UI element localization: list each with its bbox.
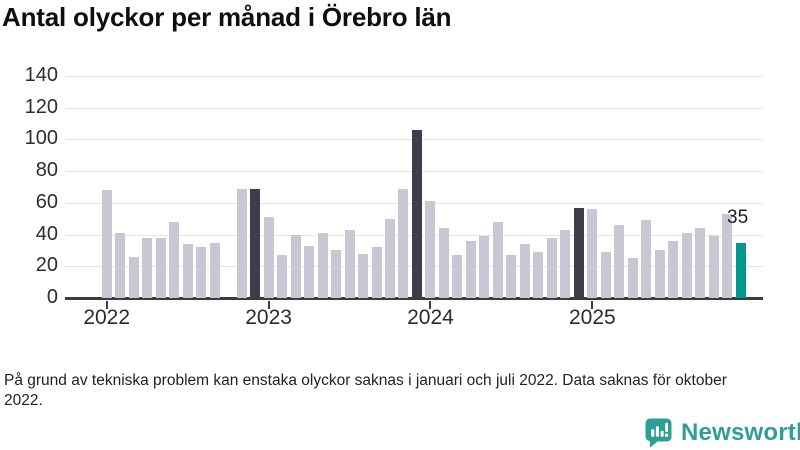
bar-2025-05 — [641, 220, 652, 298]
bar-2023-12 — [411, 129, 422, 298]
bar-2023-06 — [331, 250, 342, 298]
last-value-label: 35 — [727, 207, 749, 228]
bar-2024-10 — [546, 237, 557, 298]
bar-2022-02 — [115, 233, 126, 298]
bar-2023-08 — [358, 253, 368, 298]
x-tick-2022 — [105, 301, 108, 309]
bar-2025-01 — [587, 209, 598, 298]
x-tick-2024 — [429, 301, 432, 309]
bar-2022-06 — [169, 221, 180, 298]
bar-2024-04 — [465, 240, 476, 298]
bar-2024-08 — [519, 244, 530, 298]
y-axis: 0 20 40 60 80 100 120 140 — [0, 65, 58, 307]
y-tick-label-20: 20 — [35, 254, 58, 277]
x-tick-2023 — [267, 301, 270, 309]
bar-2024-12 — [573, 207, 584, 298]
y-tick-label-120: 120 — [24, 95, 58, 118]
bar-2023-01 — [263, 217, 274, 298]
plot-area — [65, 76, 763, 309]
gridline-140 — [65, 76, 763, 77]
bar-2025-10 — [708, 236, 719, 298]
bar-2023-03 — [290, 234, 301, 298]
bar-2023-04 — [304, 245, 315, 298]
x-tick-2025 — [591, 301, 594, 309]
bar-2023-07 — [344, 229, 355, 298]
bar-2022-05 — [155, 237, 166, 298]
bar-2025-12 — [735, 242, 746, 298]
bar-2024-05 — [479, 236, 490, 298]
bar-2022-11 — [236, 188, 247, 298]
bar-2023-10 — [384, 218, 395, 298]
bar-2024-03 — [452, 255, 463, 298]
x-axis-line — [65, 297, 763, 300]
x-tick-label-2022: 2022 — [83, 306, 131, 329]
bar-2023-05 — [317, 233, 328, 298]
bar-2024-02 — [438, 228, 449, 298]
bar-2022-04 — [142, 237, 153, 298]
bar-2024-09 — [533, 252, 544, 298]
y-tick-label-100: 100 — [24, 127, 58, 150]
bar-2024-01 — [425, 201, 436, 298]
bar-2022-12 — [250, 188, 261, 298]
y-tick-label-140: 140 — [24, 64, 58, 86]
bar-2022-07 — [182, 244, 193, 298]
bar-2023-02 — [277, 255, 288, 298]
bar-2025-06 — [654, 250, 665, 298]
y-tick-label-60: 60 — [35, 190, 58, 213]
footnote: På grund av tekniska problem kan enstaka… — [4, 372, 727, 410]
y-tick-label-40: 40 — [35, 222, 58, 245]
newsworthy-icon — [645, 418, 672, 448]
bar-2022-03 — [128, 256, 139, 298]
bar-2025-08 — [681, 233, 692, 298]
bar-2023-11 — [398, 188, 409, 298]
bar-2022-09 — [209, 242, 220, 298]
bar-2025-03 — [614, 225, 625, 298]
newsworthy-logo: Newsworthy — [644, 417, 800, 448]
bar-2025-04 — [627, 258, 638, 298]
y-tick-label-80: 80 — [35, 159, 58, 182]
chart-title: Antal olyckor per månad i Örebro län — [2, 2, 452, 32]
x-tick-label-2025: 2025 — [568, 306, 616, 329]
bar-2025-09 — [695, 228, 706, 298]
bar-2024-06 — [492, 221, 503, 298]
x-tick-label-2024: 2024 — [407, 306, 454, 329]
bar-2022-01 — [101, 190, 112, 298]
bar-2022-08 — [196, 247, 207, 298]
y-tick-label-0: 0 — [46, 286, 58, 308]
bar-2025-07 — [668, 240, 679, 298]
bar-2023-09 — [371, 247, 382, 298]
bar-2024-11 — [560, 229, 571, 298]
gridline-120 — [65, 107, 763, 109]
bar-2025-11 — [722, 213, 733, 298]
bar-2024-07 — [506, 255, 517, 298]
x-tick-label-2023: 2023 — [245, 306, 292, 329]
newsworthy-wordmark: Newsworthy — [681, 418, 800, 446]
bar-2025-02 — [600, 252, 611, 298]
